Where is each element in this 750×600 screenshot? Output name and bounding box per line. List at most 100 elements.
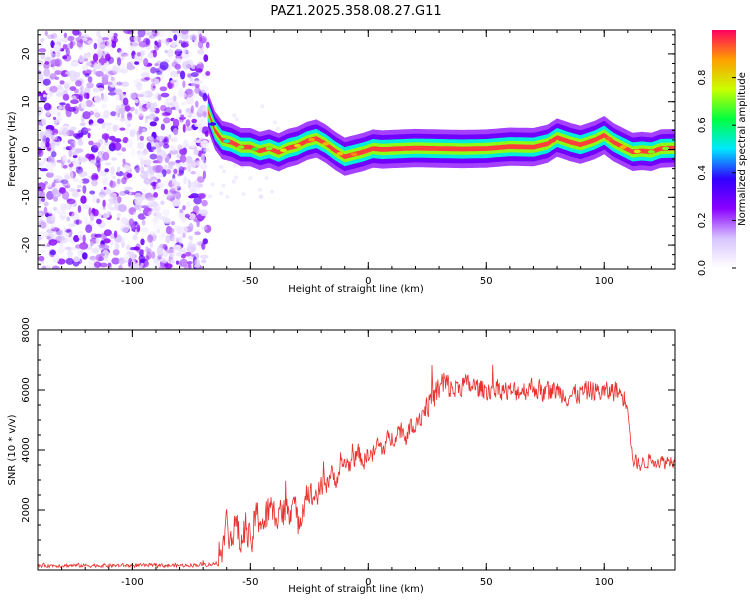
noise-blob [93, 62, 98, 71]
noise-blob [56, 50, 61, 57]
noise-blob [101, 74, 109, 81]
noise-blob [163, 138, 168, 143]
noise-blob [53, 133, 58, 141]
noise-blob [193, 39, 199, 47]
noise-blob [43, 206, 48, 215]
noise-blob [126, 173, 133, 178]
noise-blob [109, 180, 116, 189]
noise-blob [102, 206, 106, 210]
noise-blob [140, 158, 144, 166]
noise-blob [182, 248, 186, 253]
noise-blob [71, 147, 76, 151]
noise-blob [210, 182, 215, 187]
noise-blob [137, 141, 145, 150]
noise-blob [38, 42, 44, 47]
noise-blob [175, 104, 180, 111]
noise-blob [64, 184, 71, 189]
noise-blob [42, 265, 47, 269]
noise-blob [84, 40, 89, 45]
noise-blob [78, 171, 88, 178]
noise-blob [50, 213, 56, 222]
noise-blob [118, 264, 123, 269]
noise-blob [179, 258, 189, 267]
noise-blob [222, 169, 226, 174]
noise-blob [146, 102, 155, 110]
noise-blob [179, 208, 184, 214]
noise-blob [57, 86, 65, 95]
noise-blob [40, 37, 45, 43]
ridge-peak [350, 152, 358, 157]
noise-blob [51, 182, 56, 188]
noise-blob [85, 224, 93, 233]
noise-blob [62, 164, 68, 169]
noise-blob [134, 93, 144, 98]
noise-blob [138, 265, 143, 269]
noise-blob [186, 63, 192, 69]
noise-blob [165, 249, 175, 254]
noise-blob [87, 40, 94, 45]
noise-blob [65, 103, 71, 112]
noise-blob [156, 155, 163, 164]
ridge-peak [463, 147, 471, 151]
noise-blob [43, 202, 49, 207]
noise-blob [99, 253, 105, 257]
noise-blob [121, 81, 129, 87]
noise-blob [182, 80, 186, 88]
noise-blob [163, 188, 169, 195]
noise-blob [182, 123, 186, 133]
noise-blob [48, 209, 53, 215]
noise-blob [200, 209, 208, 217]
noise-blob [187, 164, 192, 173]
noise-blob [182, 232, 186, 238]
noise-blob [120, 217, 129, 225]
noise-blob [66, 198, 76, 205]
noise-blob [171, 199, 181, 207]
noise-blob [162, 244, 168, 249]
y-tick-label: 0 [21, 146, 32, 152]
noise-blob [59, 242, 63, 247]
noise-blob [201, 153, 205, 162]
noise-blob [87, 220, 93, 225]
noise-blob [58, 246, 63, 255]
noise-blob [38, 255, 45, 262]
noise-blob [129, 92, 137, 100]
noise-blob [197, 30, 203, 38]
noise-blob [96, 30, 101, 38]
noise-blob [200, 163, 208, 170]
noise-blob [38, 231, 48, 238]
noise-blob [160, 200, 165, 206]
noise-blob [82, 111, 91, 120]
noise-blob [156, 135, 165, 141]
noise-blob [180, 70, 186, 80]
noise-blob [178, 109, 182, 114]
noise-blob [123, 171, 131, 180]
noise-blob [197, 49, 205, 55]
noise-blob [156, 228, 160, 234]
noise-blob [193, 148, 200, 156]
spectrogram-y-label: Frequency (Hz) [7, 111, 18, 187]
noise-blob [175, 50, 179, 56]
noise-blob [178, 236, 183, 245]
noise-blob [44, 129, 53, 137]
noise-blob [258, 194, 263, 199]
noise-blob [65, 246, 72, 250]
noise-blob [185, 119, 191, 127]
noise-blob [149, 146, 157, 150]
noise-blob [60, 179, 69, 185]
noise-blob [138, 40, 148, 48]
noise-blob [97, 118, 105, 124]
noise-blob [170, 259, 176, 264]
noise-blob [44, 61, 50, 65]
noise-blob [106, 202, 113, 209]
noise-blob [139, 135, 144, 141]
noise-blob [149, 153, 158, 160]
noise-blob [205, 41, 210, 49]
noise-blob [75, 244, 83, 249]
noise-blob [172, 118, 180, 128]
noise-blob [103, 254, 108, 262]
noise-blob [168, 134, 172, 140]
noise-blob [49, 73, 57, 80]
noise-blob [140, 238, 145, 246]
noise-blob [103, 229, 112, 237]
noise-blob [71, 71, 75, 77]
